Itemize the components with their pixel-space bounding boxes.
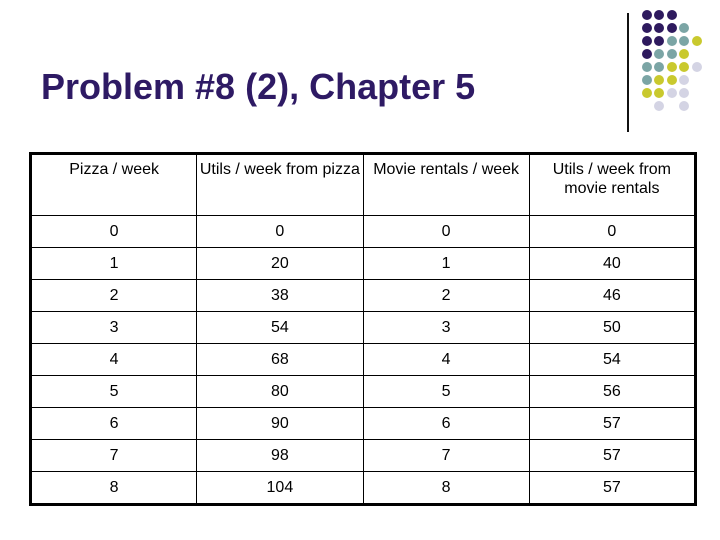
- table-cell: 4: [362, 343, 530, 376]
- utility-table-body: 0 0 0 0 1 20 1 40 2 38 2 46 3 54 3 50 4 68 4 54 5 80 5 56 6 90 6 57…: [29, 215, 697, 505]
- decorative-dot-icon: [666, 10, 677, 20]
- decorative-dot-icon: [679, 62, 690, 73]
- table-row: 4 68 4 54: [29, 343, 697, 376]
- decorative-dot-icon: [679, 101, 690, 112]
- decorative-dot-icon: [666, 23, 677, 34]
- table-cell: 104: [196, 471, 364, 505]
- table-cell: 56: [528, 375, 697, 408]
- table-cell: 68: [196, 343, 364, 376]
- table-cell: 6: [29, 407, 198, 440]
- table-cell: 6: [362, 407, 530, 440]
- decorative-dot-icon: [642, 10, 652, 20]
- decorative-dot-icon: [666, 49, 677, 60]
- decorative-dot-icon: [642, 36, 652, 47]
- decorative-dot-icon: [691, 36, 702, 47]
- table-cell: 0: [29, 215, 198, 248]
- table-cell: 50: [528, 311, 697, 344]
- table-row: 3 54 3 50: [29, 311, 697, 344]
- table-cell: 0: [362, 215, 530, 248]
- decorative-dot-icon: [666, 88, 677, 99]
- table-cell: 3: [29, 311, 198, 344]
- decorative-dot-icon: [666, 75, 677, 86]
- table-cell: 0: [196, 215, 364, 248]
- decorative-dot-icon: [679, 23, 690, 34]
- decorative-dot-icon: [642, 75, 652, 86]
- dots-pattern-decoration: [642, 10, 712, 125]
- table-row: 2 38 2 46: [29, 279, 697, 312]
- decorative-dot-icon: [654, 23, 665, 34]
- table-cell: 54: [528, 343, 697, 376]
- table-cell: 5: [362, 375, 530, 408]
- table-cell: 1: [29, 247, 198, 280]
- header-cell: Utils / week from pizza: [196, 153, 364, 216]
- utility-table-header: Pizza / week Utils / week from pizza Movie…: [29, 153, 697, 216]
- table-cell: 98: [196, 439, 364, 472]
- decorative-dot-icon: [642, 49, 652, 60]
- decorative-dot-icon: [654, 10, 665, 20]
- table-cell: 4: [29, 343, 198, 376]
- table-cell: 46: [528, 279, 697, 312]
- decorative-dot-icon: [654, 101, 665, 112]
- decorative-dot-icon: [679, 49, 690, 60]
- table-cell: 90: [196, 407, 364, 440]
- table-cell: 7: [362, 439, 530, 472]
- table-row: 7 98 7 57: [29, 439, 697, 472]
- decorative-dot-icon: [691, 62, 702, 73]
- table-row: 5 80 5 56: [29, 375, 697, 408]
- decorative-dot-icon: [642, 23, 652, 34]
- table-cell: 20: [196, 247, 364, 280]
- decorative-dot-icon: [642, 88, 652, 99]
- decorative-dot-icon: [642, 62, 652, 73]
- table-cell: 57: [528, 471, 697, 505]
- table-row: 8 104 8 57: [29, 471, 697, 505]
- table-cell: 3: [362, 311, 530, 344]
- decorative-dot-icon: [654, 88, 665, 99]
- table-cell: 8: [362, 471, 530, 505]
- header-cell: Utils / week from movie rentals: [528, 153, 697, 216]
- utility-table: Pizza / week Utils / week from pizza Movie…: [29, 152, 697, 506]
- table-cell: 5: [29, 375, 198, 408]
- decorative-dot-icon: [654, 62, 665, 73]
- decorative-dot-icon: [654, 36, 665, 47]
- decorative-dot-icon: [666, 36, 677, 47]
- table-cell: 40: [528, 247, 697, 280]
- table-cell: 8: [29, 471, 198, 505]
- header-row: Pizza / week Utils / week from pizza Movie…: [29, 153, 697, 216]
- table-row: 6 90 6 57: [29, 407, 697, 440]
- table-cell: 1: [362, 247, 530, 280]
- table-cell: 54: [196, 311, 364, 344]
- decorative-dot-icon: [654, 75, 665, 86]
- divider-line: [627, 13, 629, 132]
- decorative-dot-icon: [654, 49, 665, 60]
- decorative-dot-icon: [679, 88, 690, 99]
- table-cell: 38: [196, 279, 364, 312]
- page-title: Problem #8 (2), Chapter 5: [41, 66, 476, 107]
- table-cell: 2: [362, 279, 530, 312]
- decorative-dot-icon: [679, 75, 690, 86]
- table-cell: 57: [528, 407, 697, 440]
- decorative-dot-icon: [679, 36, 690, 47]
- header-cell: Pizza / week: [29, 153, 198, 216]
- table-cell: 0: [528, 215, 697, 248]
- decorative-dot-icon: [666, 62, 677, 73]
- table-cell: 7: [29, 439, 198, 472]
- header-cell: Movie rentals / week: [362, 153, 530, 216]
- table-cell: 57: [528, 439, 697, 472]
- table-cell: 80: [196, 375, 364, 408]
- table-cell: 2: [29, 279, 198, 312]
- table-row: 1 20 1 40: [29, 247, 697, 280]
